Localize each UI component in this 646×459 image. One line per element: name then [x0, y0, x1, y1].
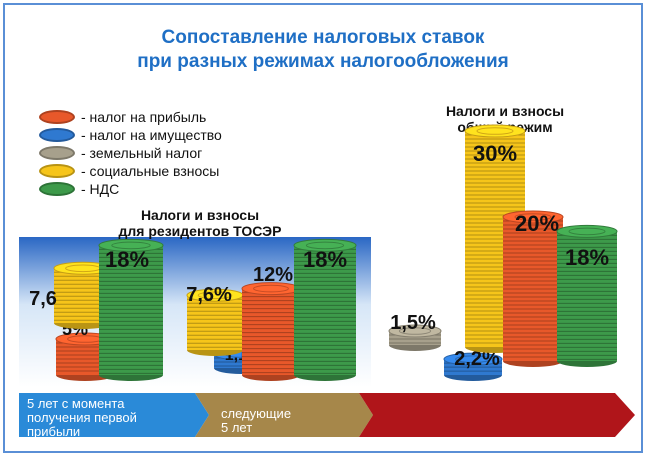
bar-cap-ring	[398, 327, 432, 335]
coin-stack-1-2	[241, 282, 301, 381]
bar-cap-ring	[305, 241, 345, 250]
bar-cap-ring	[476, 127, 514, 135]
timeline-arrow	[19, 393, 635, 437]
page-title-line1: Сопоставление налоговых ставок	[161, 27, 485, 48]
bar-cap	[556, 224, 618, 238]
timeline-first-line2: получения первой	[27, 410, 137, 425]
coin-stack-2-0	[388, 324, 442, 351]
blue-coin-icon	[39, 128, 75, 142]
bar-cap	[443, 352, 503, 366]
orange-coin-icon	[39, 110, 75, 124]
data-label-2-1: 2,2%	[454, 348, 500, 370]
timeline-first-line1: 5 лет с момента	[27, 396, 125, 411]
bar-cap	[464, 124, 526, 138]
bar-cap	[502, 210, 564, 224]
coin-stack-1-3	[293, 238, 357, 381]
data-label-0-2: 18%	[105, 247, 149, 272]
timeline-second-line1: следующие	[221, 406, 292, 421]
data-label-2-0: 1,5%	[390, 312, 436, 334]
data-label-1-3: 18%	[303, 247, 347, 272]
coin-stack-2-1	[443, 352, 503, 381]
coin-stack-0-2	[98, 238, 164, 381]
legend-label: - земельный налог	[81, 145, 203, 161]
gray-coin-icon	[39, 146, 75, 160]
tosr-title-line1: Налоги и взносы	[140, 207, 260, 223]
bar-cap-ring	[514, 213, 552, 221]
timeline-first-label: 5 лет с момента получения первой прибыли	[27, 397, 137, 439]
timeline-second-label: следующие 5 лет	[221, 407, 291, 435]
yellow-coin-icon	[39, 164, 75, 178]
legend-item-social-contributions: - социальные взносы	[39, 163, 219, 179]
bar-body	[187, 295, 243, 350]
data-label-2-2: 30%	[473, 141, 517, 166]
data-label-0-1: 7,6	[29, 288, 57, 310]
bar-cap-ring	[253, 284, 289, 293]
green-coin-icon	[39, 182, 75, 196]
legend-label: - налог на имущество	[81, 127, 222, 143]
bar-cap-ring	[455, 355, 491, 363]
timeline-second-line2: 5 лет	[221, 420, 253, 435]
coin-stack-2-3	[502, 210, 564, 367]
legend-item-profit-tax: - налог на прибыль	[39, 109, 206, 125]
legend-item-land-tax: - земельный налог	[39, 145, 202, 161]
coin-stack-2-4	[556, 224, 618, 367]
data-label-1-1: 7,6%	[186, 284, 232, 306]
bar-cap-ring	[568, 227, 606, 236]
timeline-first-line3: прибыли	[27, 424, 81, 439]
legend-item-vat: - НДС	[39, 181, 119, 197]
coin-stacks-chart: 5%7,618%1,1%7,6%12%18%1,5%2,2%30%20%18%	[29, 124, 618, 381]
legend-item-property-tax: - налог на имущество	[39, 127, 222, 143]
tosr-title-line2: для резидентов ТОСЭР	[118, 223, 282, 239]
timeline-segment-general	[359, 393, 635, 437]
data-label-2-4: 18%	[565, 245, 609, 270]
bar-cap	[388, 324, 442, 338]
bar-cap	[293, 238, 357, 252]
page-title-line2: при разных режимах налогообложения	[137, 51, 509, 72]
legend-label: - НДС	[81, 181, 120, 197]
bar-body	[242, 288, 300, 375]
legend-label: - социальные взносы	[81, 163, 220, 179]
coin-stack-1-1	[186, 288, 244, 356]
data-label-1-2: 12%	[253, 264, 293, 286]
bar-cap-ring	[111, 241, 151, 250]
general-title-line1: Налоги и взносы	[445, 103, 565, 119]
timeline-segment-second	[195, 393, 373, 437]
tosr-group-title: Налоги и взносы для резидентов ТОСЭР	[85, 207, 315, 239]
bar-cap-ring	[197, 291, 233, 300]
legend-label: - налог на прибыль	[81, 109, 207, 125]
data-label-2-3: 20%	[515, 211, 559, 236]
infographic-frame: Сопоставление налоговых ставок при разны…	[3, 3, 643, 453]
bar-cap	[98, 238, 164, 252]
timeline-segment-first	[19, 393, 209, 437]
